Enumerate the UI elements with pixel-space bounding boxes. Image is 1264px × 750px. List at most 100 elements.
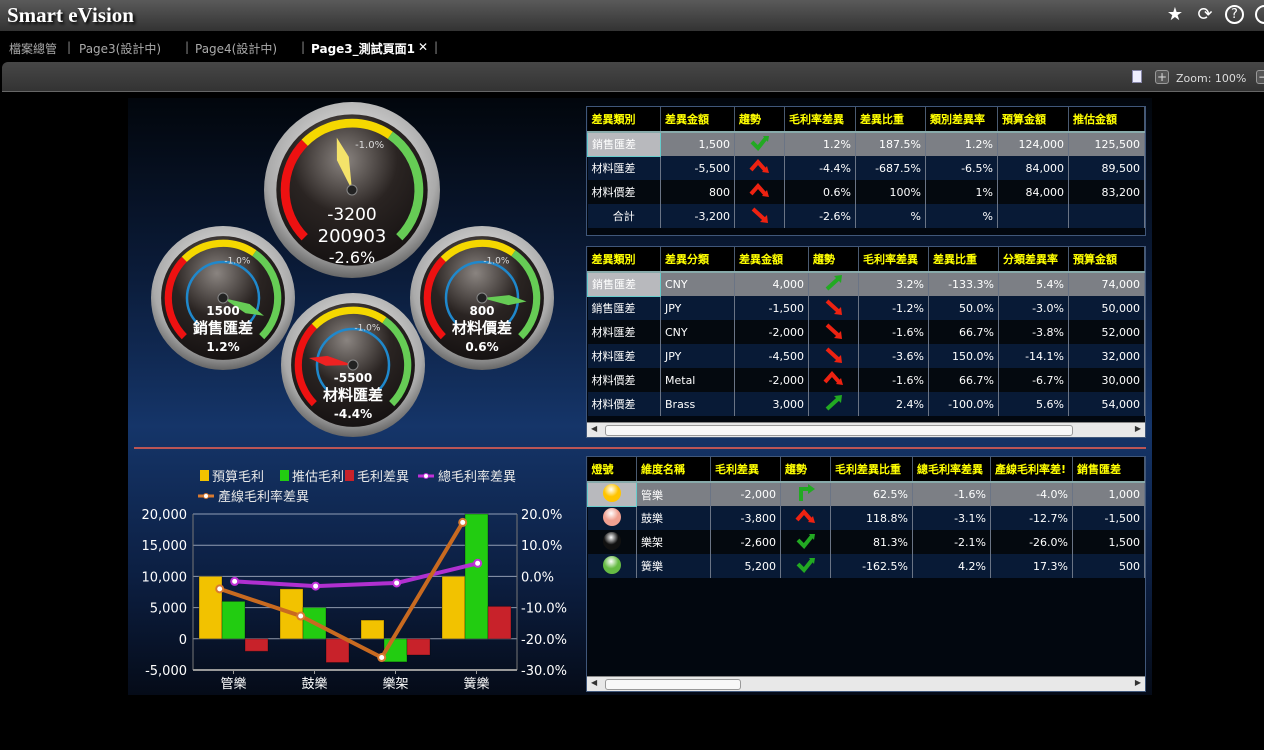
line-point: [473, 558, 483, 568]
column-header[interactable]: 總毛利率差異: [912, 457, 991, 483]
table-cell: -1.6%: [912, 482, 991, 506]
line-point: [230, 576, 240, 586]
table-cell: 2.4%: [858, 392, 929, 416]
column-header[interactable]: 趨勢: [780, 457, 831, 483]
table-cell: 30,000: [1068, 368, 1145, 392]
gauge-percent: 0.6%: [465, 340, 498, 354]
column-header[interactable]: 趨勢: [808, 247, 859, 273]
table-row[interactable]: 材料匯差 -5,500 -4.4% -687.5% -6.5% 84,000 89,500: [587, 156, 1145, 180]
column-header[interactable]: 毛利差異比重: [830, 457, 913, 483]
horizontal-scrollbar[interactable]: ◀ ▶: [587, 676, 1145, 691]
more-icon[interactable]: [1255, 5, 1264, 24]
table-cell: 1,000: [1072, 482, 1145, 506]
help-icon[interactable]: ?: [1225, 5, 1244, 24]
table-cell: 1%: [925, 180, 998, 204]
bar-2: [244, 638, 269, 652]
scroll-left-arrow[interactable]: ◀: [591, 678, 598, 687]
column-header[interactable]: 預算金額: [997, 107, 1069, 133]
y2-tick-label: -20.0%: [521, 633, 567, 648]
zoom-in-button[interactable]: +: [1155, 70, 1169, 84]
column-header[interactable]: 差異類別: [587, 247, 661, 273]
column-header[interactable]: 差異比重: [928, 247, 999, 273]
column-header[interactable]: 預算金額: [1068, 247, 1145, 273]
table-row[interactable]: 材料匯差 JPY -4,500 -3.6% 150.0% -14.1% 32,000: [587, 344, 1145, 368]
page-icon[interactable]: [1132, 70, 1142, 83]
gauge-yellow-zone: [301, 118, 393, 146]
table-cell: [587, 530, 637, 554]
refresh-icon[interactable]: ⟳: [1197, 4, 1213, 25]
table-row[interactable]: 材料匯差 CNY -2,000 -1.6% 66.7% -3.8% 52,000: [587, 320, 1145, 344]
table-cell: -4,500: [734, 344, 809, 368]
table-cell: [997, 204, 1069, 228]
table-row[interactable]: 銷售匯差 1,500 1.2% 187.5% 1.2% 124,000 125,500: [587, 131, 1145, 157]
table-cell: -2,600: [710, 530, 781, 554]
column-header[interactable]: 毛利率差異: [858, 247, 929, 273]
column-header[interactable]: 類別差異率: [925, 107, 998, 133]
legend-swatch: [280, 470, 289, 481]
table-row[interactable]: 樂架 -2,600 81.3% -2.1% -26.0% 1,500: [587, 530, 1145, 554]
scrollbar-thumb[interactable]: [605, 425, 1073, 436]
scroll-left-arrow[interactable]: ◀: [591, 424, 598, 433]
gauge-red-zone: [294, 323, 317, 407]
legend-label: 產線毛利率差異: [218, 489, 309, 505]
table-cell: 89,500: [1068, 156, 1145, 180]
tab-page3-test[interactable]: Page3_測試頁面1: [311, 42, 415, 56]
column-header[interactable]: 趨勢: [734, 107, 785, 133]
column-header[interactable]: 差異金額: [660, 107, 735, 133]
column-header[interactable]: 差異分類: [660, 247, 735, 273]
status-light-icon: [602, 507, 621, 526]
table-cell: 150.0%: [928, 344, 999, 368]
gauge-label: 銷售匯差: [193, 319, 253, 337]
table-cell: 1,500: [660, 132, 735, 156]
tab-page3[interactable]: Page3(設計中): [79, 42, 162, 56]
column-header[interactable]: 銷售匯差: [1072, 457, 1145, 483]
column-header[interactable]: 分類差異率: [998, 247, 1069, 273]
table-row[interactable]: 銷售匯差 JPY -1,500 -1.2% 50.0% -3.0% 50,000: [587, 296, 1145, 320]
scroll-right-arrow[interactable]: ▶: [1134, 678, 1141, 687]
trend-up-icon: [825, 394, 842, 410]
y-tick-label: 15,000: [142, 539, 188, 554]
column-header[interactable]: 差異比重: [855, 107, 926, 133]
table-row[interactable]: 銷售匯差 CNY 4,000 3.2% -133.3% 5.4% 74,000: [587, 271, 1145, 297]
table-row[interactable]: 材料價差 Metal -2,000 -1.6% 66.7% -6.7% 30,000: [587, 368, 1145, 392]
column-header[interactable]: 差異金額: [734, 247, 809, 273]
gauge-red-zone: [164, 256, 187, 340]
gauge-label: 材料價差: [452, 319, 512, 337]
tab-separator: |: [185, 40, 190, 54]
table-row[interactable]: 合計 -3,200 -2.6%%%: [587, 204, 1145, 228]
column-header[interactable]: 燈號: [587, 457, 637, 483]
gauge-marker-label: -1.0%: [224, 256, 251, 266]
gauge-green-zone: [382, 317, 412, 407]
scrollbar-thumb[interactable]: [605, 679, 741, 690]
zoom-out-button[interactable]: −: [1256, 70, 1264, 84]
table-cell: 5.4%: [998, 272, 1069, 296]
horizontal-scrollbar[interactable]: ◀ ▶: [587, 422, 1145, 437]
y-tick-label: -5,000: [145, 664, 187, 679]
title-bar: Smart eVision ★ ⟳ ?: [0, 0, 1264, 31]
table-cell: -1.6%: [858, 320, 929, 344]
column-header[interactable]: 毛利差異: [710, 457, 781, 483]
column-header[interactable]: 差異類別: [587, 107, 661, 133]
gauge-value: -3200: [327, 205, 376, 225]
table-row[interactable]: 管樂 -2,000 62.5% -1.6% -4.0% 1,000: [587, 481, 1145, 507]
table-cell: -3.8%: [998, 320, 1069, 344]
close-tab-icon[interactable]: ✕: [418, 40, 429, 54]
column-header[interactable]: 維度名稱: [636, 457, 711, 483]
tab-page4[interactable]: Page4(設計中): [195, 42, 278, 56]
table-row[interactable]: 簧樂 5,200 -162.5% 4.2% 17.3% 500: [587, 554, 1145, 578]
table-row[interactable]: 鼓樂 -3,800 118.8% -3.1% -12.7% -1,500: [587, 506, 1145, 530]
table-row[interactable]: 材料價差 800 0.6% 100% 1% 84,000 83,200: [587, 180, 1145, 204]
y2-tick-label: 10.0%: [521, 539, 562, 554]
scroll-right-arrow[interactable]: ▶: [1134, 424, 1141, 433]
star-icon[interactable]: ★: [1166, 4, 1184, 25]
table-cell: [734, 180, 785, 204]
column-header[interactable]: 產線毛利率差!: [990, 457, 1073, 483]
column-header[interactable]: 推估金額: [1068, 107, 1145, 133]
line-point: [392, 578, 402, 588]
table-row[interactable]: 材料價差 Brass 3,000 2.4% -100.0% 5.6% 54,000: [587, 392, 1145, 416]
column-header[interactable]: 毛利率差異: [784, 107, 856, 133]
tab-file-manager[interactable]: 檔案總管: [9, 42, 58, 56]
bar-1: [221, 600, 246, 640]
table-cell: 100%: [855, 180, 926, 204]
dimension-table: 燈號 維度名稱 毛利差異 趨勢 毛利差異比重 總毛利率差異 產線毛利率差! 銷售匯差 管樂 -2,…: [586, 456, 1146, 692]
